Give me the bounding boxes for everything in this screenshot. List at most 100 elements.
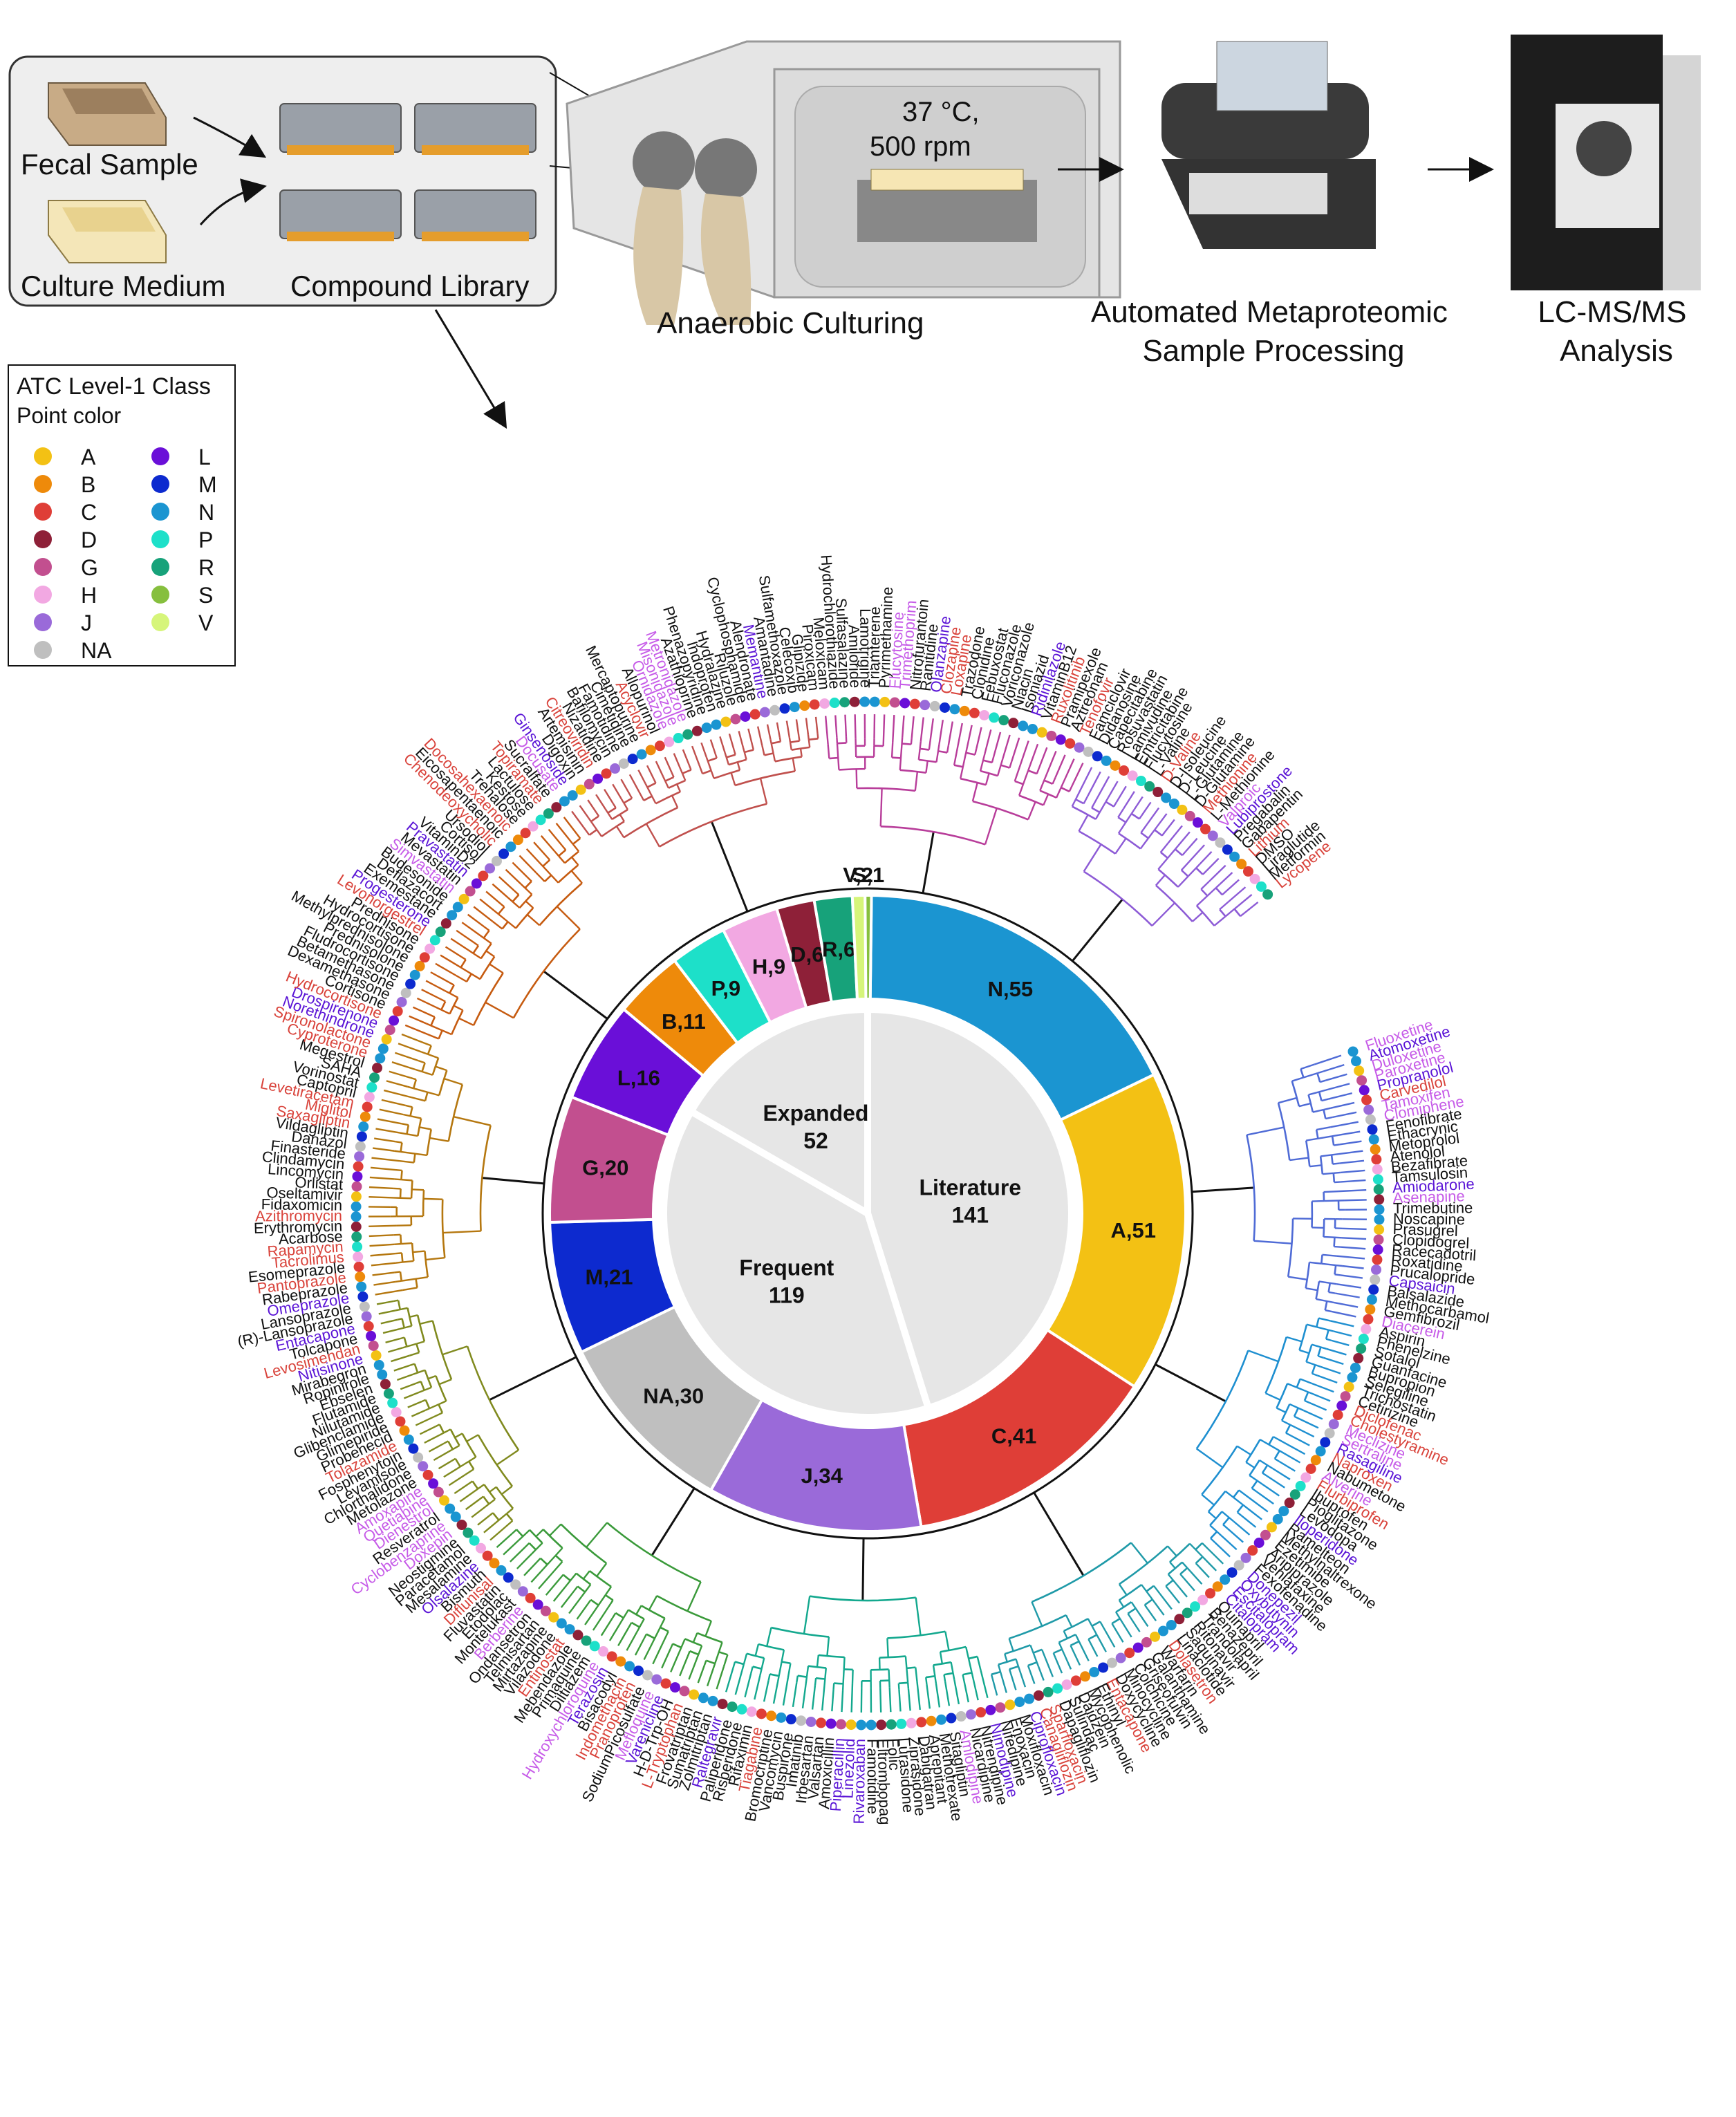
branch: [1206, 1560, 1216, 1571]
leaf-dot: [1018, 720, 1028, 731]
branch: [1141, 1585, 1146, 1592]
branch: [1188, 868, 1197, 876]
branch: [1319, 1090, 1326, 1092]
branch-arc: [436, 1376, 446, 1401]
branch-arc: [1146, 1586, 1154, 1592]
branch: [1173, 1580, 1176, 1584]
branch: [738, 762, 740, 770]
legend-title: ATC Level-1 Class: [17, 373, 211, 400]
legend-label-H: H: [81, 583, 97, 608]
leaf-dot: [886, 1719, 897, 1730]
branch: [844, 1657, 845, 1669]
branch: [911, 738, 912, 745]
branch: [919, 749, 920, 760]
branch: [1030, 1645, 1033, 1652]
branch: [1064, 1654, 1071, 1669]
branch: [480, 899, 494, 911]
branch: [454, 1006, 463, 1011]
leaf-dot: [816, 1717, 826, 1728]
branch: [395, 1309, 400, 1310]
branch: [1105, 797, 1108, 802]
branch: [1180, 1574, 1184, 1578]
branch: [1332, 1312, 1356, 1316]
branch: [762, 745, 764, 755]
fecal-sample-label: Fecal Sample: [21, 148, 198, 180]
branch: [1176, 1584, 1187, 1597]
branch-arc: [1223, 1518, 1229, 1524]
branch: [393, 1300, 398, 1301]
inner-pie-value: 52: [803, 1128, 828, 1153]
branch: [1032, 1602, 1042, 1626]
branch-arc: [808, 1666, 826, 1668]
leaf-dot: [651, 1675, 662, 1685]
branch: [401, 1179, 412, 1180]
donut-slice: [865, 895, 871, 999]
branch: [443, 1231, 481, 1233]
leaf-dot: [1371, 1154, 1381, 1164]
branch: [523, 1530, 530, 1536]
branch-arc: [400, 1271, 402, 1280]
leaf-dot: [1052, 1684, 1063, 1694]
branch: [1208, 1512, 1216, 1519]
branch: [489, 964, 503, 973]
leaf-dot: [357, 1131, 367, 1141]
branch: [517, 1554, 532, 1568]
leaf-dot: [750, 709, 760, 720]
branch: [1240, 913, 1244, 916]
branch: [440, 1433, 444, 1435]
leaf-dot: [374, 1360, 384, 1370]
donut-slice-label: B,11: [662, 1009, 706, 1034]
branch: [395, 1053, 418, 1061]
branch: [405, 1025, 427, 1034]
branch: [653, 1643, 663, 1664]
leaf-dot: [966, 1709, 976, 1719]
branch-arc: [753, 1667, 762, 1669]
branch-arc: [1335, 1265, 1336, 1274]
branch: [1341, 1275, 1363, 1278]
branch: [774, 1682, 778, 1704]
leaf-dot: [899, 698, 910, 708]
branch: [672, 796, 678, 808]
branch: [1318, 1318, 1330, 1321]
branch: [967, 725, 972, 747]
branch-arc: [770, 1674, 779, 1676]
leaf-dot: [1365, 1115, 1376, 1125]
branch: [998, 765, 1001, 776]
leaf-dot: [1341, 1391, 1351, 1401]
branch: [418, 1061, 425, 1063]
branch-arc: [1220, 909, 1226, 916]
leaf-dot: [727, 1701, 738, 1712]
branch: [1042, 1650, 1045, 1659]
branch: [449, 982, 454, 985]
branch: [1279, 1462, 1295, 1471]
legend-swatch-N: [151, 503, 169, 521]
branch-arc: [1269, 1437, 1273, 1444]
branch-arc: [410, 1107, 412, 1116]
branch: [720, 736, 725, 753]
branch: [474, 1489, 478, 1492]
leaf-dot: [1311, 1455, 1321, 1465]
branch: [841, 1690, 843, 1712]
branch: [466, 1500, 480, 1510]
branch: [1320, 1155, 1332, 1156]
branch: [1168, 826, 1182, 843]
branch-arc: [1216, 888, 1222, 895]
branch-arc: [402, 1318, 404, 1327]
branch: [1064, 1631, 1067, 1639]
branch: [556, 1548, 563, 1556]
branch: [951, 1662, 953, 1673]
leaf-dot: [1373, 1174, 1383, 1184]
branch: [1320, 1367, 1341, 1374]
branch-arc: [433, 1321, 451, 1379]
branch: [397, 1225, 411, 1226]
branch: [843, 1669, 844, 1684]
leaf-dot: [747, 1706, 757, 1717]
branch: [1202, 1543, 1209, 1550]
branch-arc: [899, 1683, 908, 1684]
branch: [388, 1347, 402, 1352]
branch: [1168, 849, 1175, 858]
branch: [445, 991, 450, 994]
branch: [1211, 1538, 1215, 1542]
branch-arc: [589, 830, 597, 835]
branch: [628, 1623, 631, 1628]
